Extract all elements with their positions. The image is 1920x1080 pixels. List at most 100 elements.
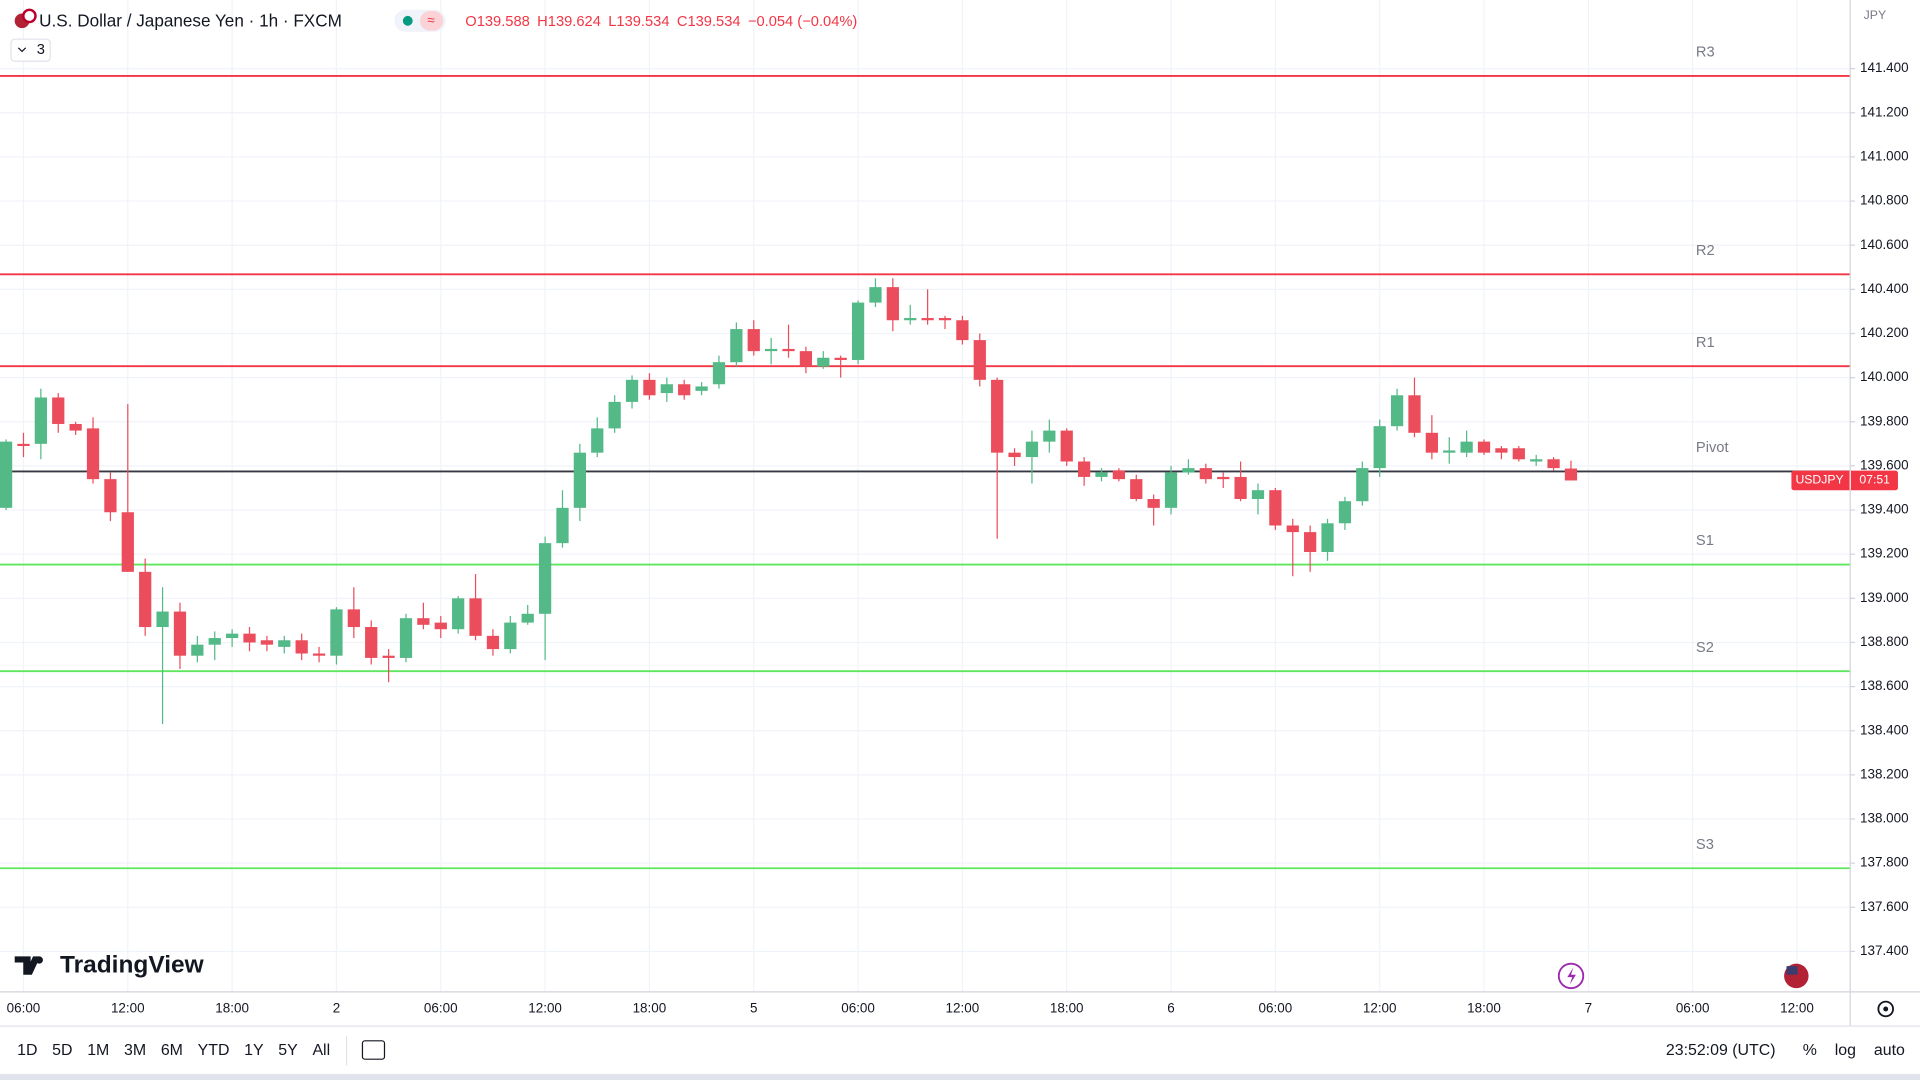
candle-body [643, 379, 656, 396]
candle-body [17, 443, 30, 447]
logo-mark [14, 956, 43, 975]
level-label: R1 [1696, 335, 1715, 351]
scale-option[interactable]: log [1835, 1042, 1856, 1059]
symbol-title[interactable]: U.S. Dollar / Japanese Yen · 1h · FXCM [39, 11, 342, 31]
grid: 137.400 137.600 137.800 138.000 138.200 138.4… [0, 0, 1909, 1016]
candle-body [1008, 452, 1021, 458]
candle-body [1217, 476, 1230, 480]
candle-body [1286, 525, 1299, 533]
range-button[interactable]: 1M [87, 1042, 109, 1059]
logo-text: TradingView [60, 952, 205, 979]
ohlc-value: O139.588 [465, 14, 530, 30]
candle-body [0, 441, 13, 508]
candle-body [330, 609, 343, 656]
level-label: Pivot [1696, 440, 1729, 456]
indicator-count[interactable]: 3 [37, 42, 45, 58]
candle-body [538, 543, 552, 614]
range-button[interactable]: All [312, 1042, 330, 1059]
candle-body [1321, 523, 1334, 552]
delay-icon-glyph: ≈ [427, 12, 435, 27]
x-tick-label: 06:00 [424, 1001, 458, 1016]
x-tick-label: 12:00 [1780, 1001, 1814, 1016]
x-tick-label: 18:00 [1467, 1001, 1501, 1016]
candle-body [86, 428, 100, 480]
y-tick-label: 140.600 [1860, 237, 1909, 252]
settings-icon[interactable] [1877, 1000, 1894, 1018]
candle-body [869, 287, 882, 303]
x-tick-label: 12:00 [528, 1001, 562, 1016]
candle-body [712, 362, 726, 385]
candle-body [1460, 441, 1473, 453]
y-tick-label: 138.000 [1860, 811, 1909, 826]
lightning [1567, 967, 1576, 985]
candle-body [486, 635, 500, 650]
candle-body [1025, 441, 1039, 458]
candle-body [1251, 490, 1265, 500]
ohlc-value: C139.534 [677, 14, 741, 30]
flag-jp [22, 8, 37, 24]
candle-body [1425, 432, 1438, 453]
scale-option[interactable]: auto [1874, 1042, 1905, 1059]
range-button[interactable]: 6M [161, 1042, 183, 1059]
candle-body [173, 611, 187, 656]
ohlc-value: L139.534 [608, 14, 669, 30]
candle-body [573, 452, 586, 508]
x-tick-label: 5 [750, 1001, 757, 1016]
level-label: S1 [1696, 533, 1714, 549]
level-label: R3 [1696, 45, 1715, 61]
candle-body [834, 357, 847, 360]
candle-body [956, 320, 969, 341]
y-tick-label: 139.200 [1860, 546, 1909, 561]
clock: 23:52:09 (UTC) [1666, 1042, 1776, 1059]
candle-body [1269, 490, 1282, 526]
range-button[interactable]: 5Y [278, 1042, 298, 1059]
y-tick-label: 140.200 [1860, 325, 1909, 340]
candle-body [1356, 468, 1369, 502]
levels: R3 R2 R1 Pivot S1 S2 S3 [0, 45, 1851, 870]
candle-body [347, 609, 360, 628]
candle-body [991, 379, 1004, 453]
range-button[interactable]: 3M [124, 1042, 146, 1059]
range-button[interactable]: 1D [17, 1042, 37, 1059]
x-tick-label: 6 [1167, 1001, 1174, 1016]
candle-body [452, 598, 465, 630]
candle-body [1095, 472, 1108, 477]
candle-body [1338, 501, 1352, 524]
candle-body [52, 397, 65, 424]
ohlc: O139.588 H139.624 L139.534 C139.534 −0.054 (… [465, 14, 857, 30]
range-button[interactable]: 1Y [244, 1042, 264, 1059]
y-tick-label: 137.800 [1860, 855, 1909, 870]
candle-body [608, 401, 621, 429]
candle-body [1234, 476, 1247, 500]
y-tick-label: 140.000 [1860, 369, 1909, 384]
indicators-toggle[interactable] [10, 38, 51, 62]
currency[interactable]: JPY [1864, 8, 1886, 22]
candle-body [1199, 468, 1212, 480]
candle-body [1408, 395, 1421, 433]
range-button[interactable]: 5D [52, 1042, 72, 1059]
y-tick-label: 138.800 [1860, 634, 1909, 649]
candle-body [1547, 459, 1560, 469]
candle-body [191, 644, 204, 656]
x-tick-label: 7 [1585, 1001, 1592, 1016]
scale-option[interactable]: % [1803, 1042, 1817, 1059]
goto-date-icon[interactable] [361, 1040, 386, 1060]
candle-body [139, 571, 152, 628]
range-button[interactable]: YTD [198, 1042, 230, 1059]
y-tick-label: 141.200 [1860, 104, 1909, 119]
y-tick-label: 138.400 [1860, 722, 1909, 737]
y-tick-label: 137.400 [1860, 943, 1909, 958]
candle-body [1060, 430, 1073, 462]
y-tick-label: 138.600 [1860, 678, 1909, 693]
delay-icon [420, 11, 444, 31]
candle-body [382, 655, 395, 658]
candle-body [921, 318, 934, 321]
y-tick-label: 141.400 [1860, 60, 1909, 75]
y-tick-label: 141.000 [1860, 148, 1909, 163]
candle-body [365, 627, 378, 658]
candle-body [295, 640, 308, 654]
ohlc-value: H139.624 [537, 14, 601, 30]
candle-body [1112, 470, 1126, 480]
